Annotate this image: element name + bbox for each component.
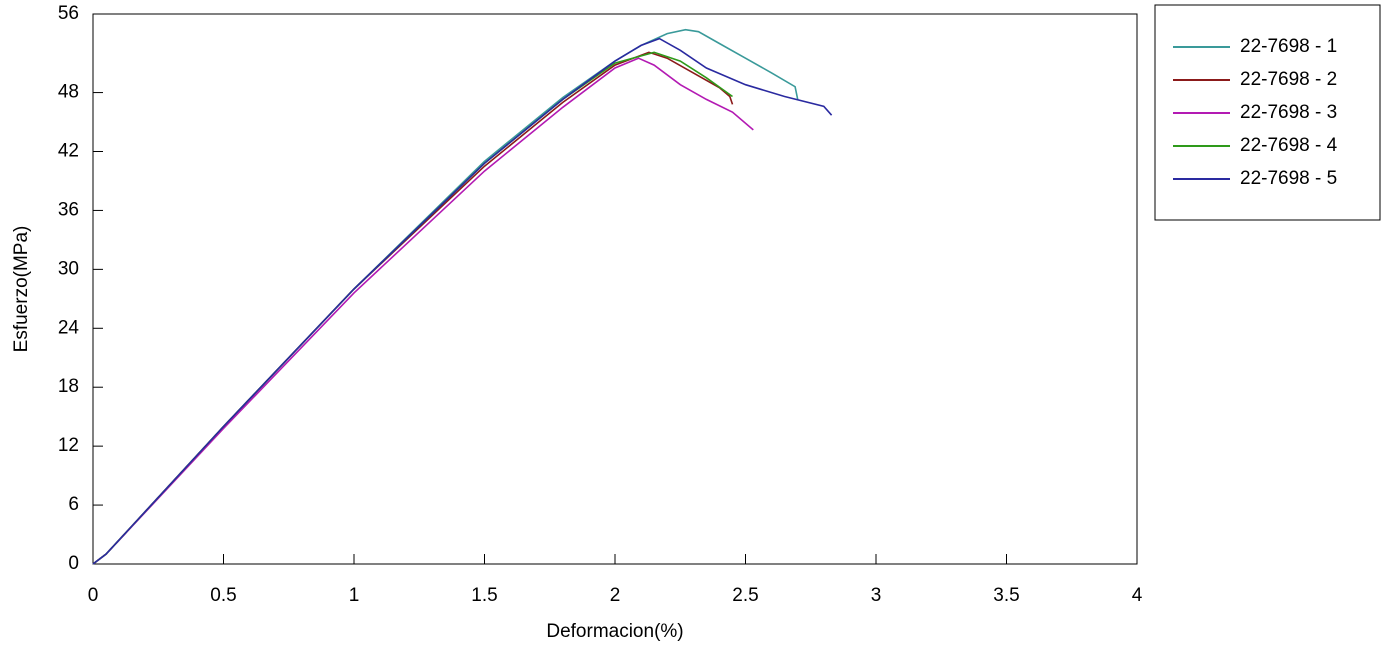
x-tick-label: 4 bbox=[1132, 585, 1143, 606]
legend-label: 22-7698 - 5 bbox=[1240, 168, 1337, 189]
x-tick-label: 0.5 bbox=[210, 585, 236, 606]
y-tick-label: 6 bbox=[68, 494, 79, 515]
y-tick-label: 24 bbox=[58, 317, 80, 338]
series-line bbox=[92, 51, 734, 565]
y-tick-label: 42 bbox=[58, 141, 79, 162]
x-tick-label: 2 bbox=[610, 585, 621, 606]
series-line bbox=[92, 37, 833, 565]
y-tick-label: 30 bbox=[58, 258, 79, 279]
y-tick-label: 56 bbox=[58, 3, 79, 24]
legend-label: 22-7698 - 4 bbox=[1240, 135, 1338, 156]
x-tick-label: 0 bbox=[88, 585, 99, 606]
y-axis-label: Esfuerzo(MPa) bbox=[11, 226, 32, 353]
plot-frame bbox=[92, 13, 1138, 565]
y-tick-label: 12 bbox=[58, 435, 79, 456]
legend-label: 22-7698 - 3 bbox=[1240, 102, 1337, 123]
x-tick-label: 2.5 bbox=[732, 585, 758, 606]
legend-label: 22-7698 - 2 bbox=[1240, 69, 1337, 90]
x-tick-label: 1 bbox=[349, 585, 360, 606]
x-tick-label: 1.5 bbox=[471, 585, 497, 606]
y-tick-label: 36 bbox=[58, 199, 79, 220]
y-tick-label: 18 bbox=[58, 376, 79, 397]
x-tick-label: 3.5 bbox=[993, 585, 1019, 606]
series-line bbox=[92, 57, 754, 565]
series-line bbox=[92, 51, 733, 565]
legend-label: 22-7698 - 1 bbox=[1240, 36, 1337, 57]
legend-frame bbox=[1154, 4, 1381, 221]
series-line bbox=[92, 28, 799, 565]
x-axis-label: Deformacion(%) bbox=[546, 621, 683, 642]
x-tick-label: 3 bbox=[871, 585, 882, 606]
y-tick-label: 48 bbox=[58, 82, 79, 103]
y-tick-label: 0 bbox=[68, 553, 79, 574]
